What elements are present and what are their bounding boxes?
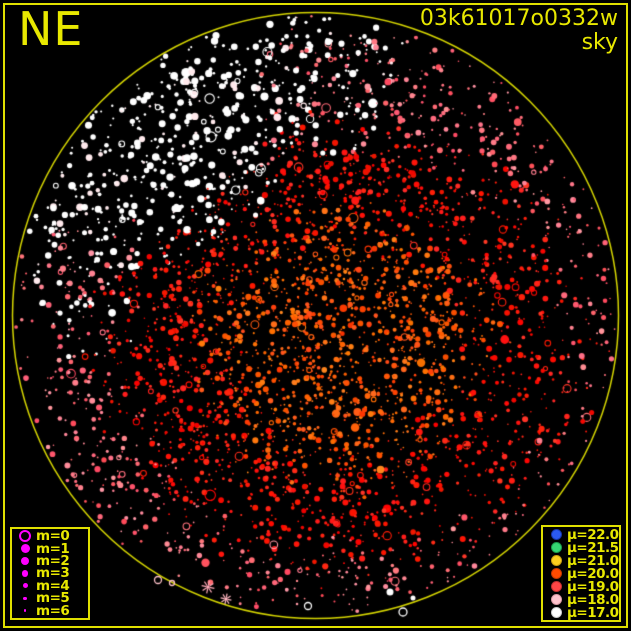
legend-mu-item-0-label: μ=22.0 [567, 529, 619, 541]
legend-mu-item-0: μ=22.0 [545, 529, 617, 541]
title-block: 03k61017o0332w sky [420, 7, 618, 55]
magnitude-legend: m=0m=1m=2m=3m=4m=5m=6 [10, 527, 90, 620]
legend-mu-item-3-symbol-icon [545, 568, 567, 579]
legend-mu-item-5-symbol-icon [545, 594, 567, 605]
legend-m-item-6: m=6 [14, 605, 86, 617]
legend-mu-item-1-symbol-icon [545, 542, 567, 553]
legend-mu-item-6-label: μ=17.0 [567, 607, 619, 619]
legend-m-item-1-symbol-icon [14, 544, 36, 553]
legend-m-item-2-symbol-icon [14, 557, 36, 565]
legend-mu-item-4: μ=19.0 [545, 581, 617, 593]
legend-mu-item-6-symbol-icon [545, 607, 567, 618]
surface-brightness-legend: μ=22.0μ=21.5μ=21.0μ=20.0μ=19.0μ=18.0μ=17… [541, 525, 621, 622]
legend-m-item-6-label: m=6 [36, 605, 69, 617]
legend-mu-item-4-symbol-icon [545, 581, 567, 592]
legend-m-item-3-symbol-icon [14, 570, 36, 577]
legend-m-item-5-symbol-icon [14, 597, 36, 601]
corner-label: NE [18, 4, 83, 54]
legend-mu-item-2: μ=21.0 [545, 555, 617, 567]
legend-mu-item-3: μ=20.0 [545, 568, 617, 580]
scatter-field-canvas [0, 0, 631, 631]
legend-mu-item-5-label: μ=18.0 [567, 594, 619, 606]
sky-plot: NE 03k61017o0332w sky m=0m=1m=2m=3m=4m=5… [0, 0, 631, 631]
legend-mu-item-3-label: μ=20.0 [567, 568, 619, 580]
legend-mu-item-6: μ=17.0 [545, 607, 617, 619]
legend-m-item-0-symbol-icon [14, 530, 36, 542]
legend-mu-item-0-symbol-icon [545, 529, 567, 540]
legend-m-item-6-symbol-icon [14, 609, 36, 612]
legend-mu-item-1: μ=21.5 [545, 542, 617, 554]
plot-subtitle: sky [420, 31, 618, 55]
legend-mu-item-2-label: μ=21.0 [567, 555, 619, 567]
legend-m-item-4-symbol-icon [14, 583, 36, 588]
legend-mu-item-4-label: μ=19.0 [567, 581, 619, 593]
legend-mu-item-1-label: μ=21.5 [567, 542, 619, 554]
legend-mu-item-2-symbol-icon [545, 555, 567, 566]
legend-mu-item-5: μ=18.0 [545, 594, 617, 606]
plot-title: 03k61017o0332w [420, 7, 618, 31]
